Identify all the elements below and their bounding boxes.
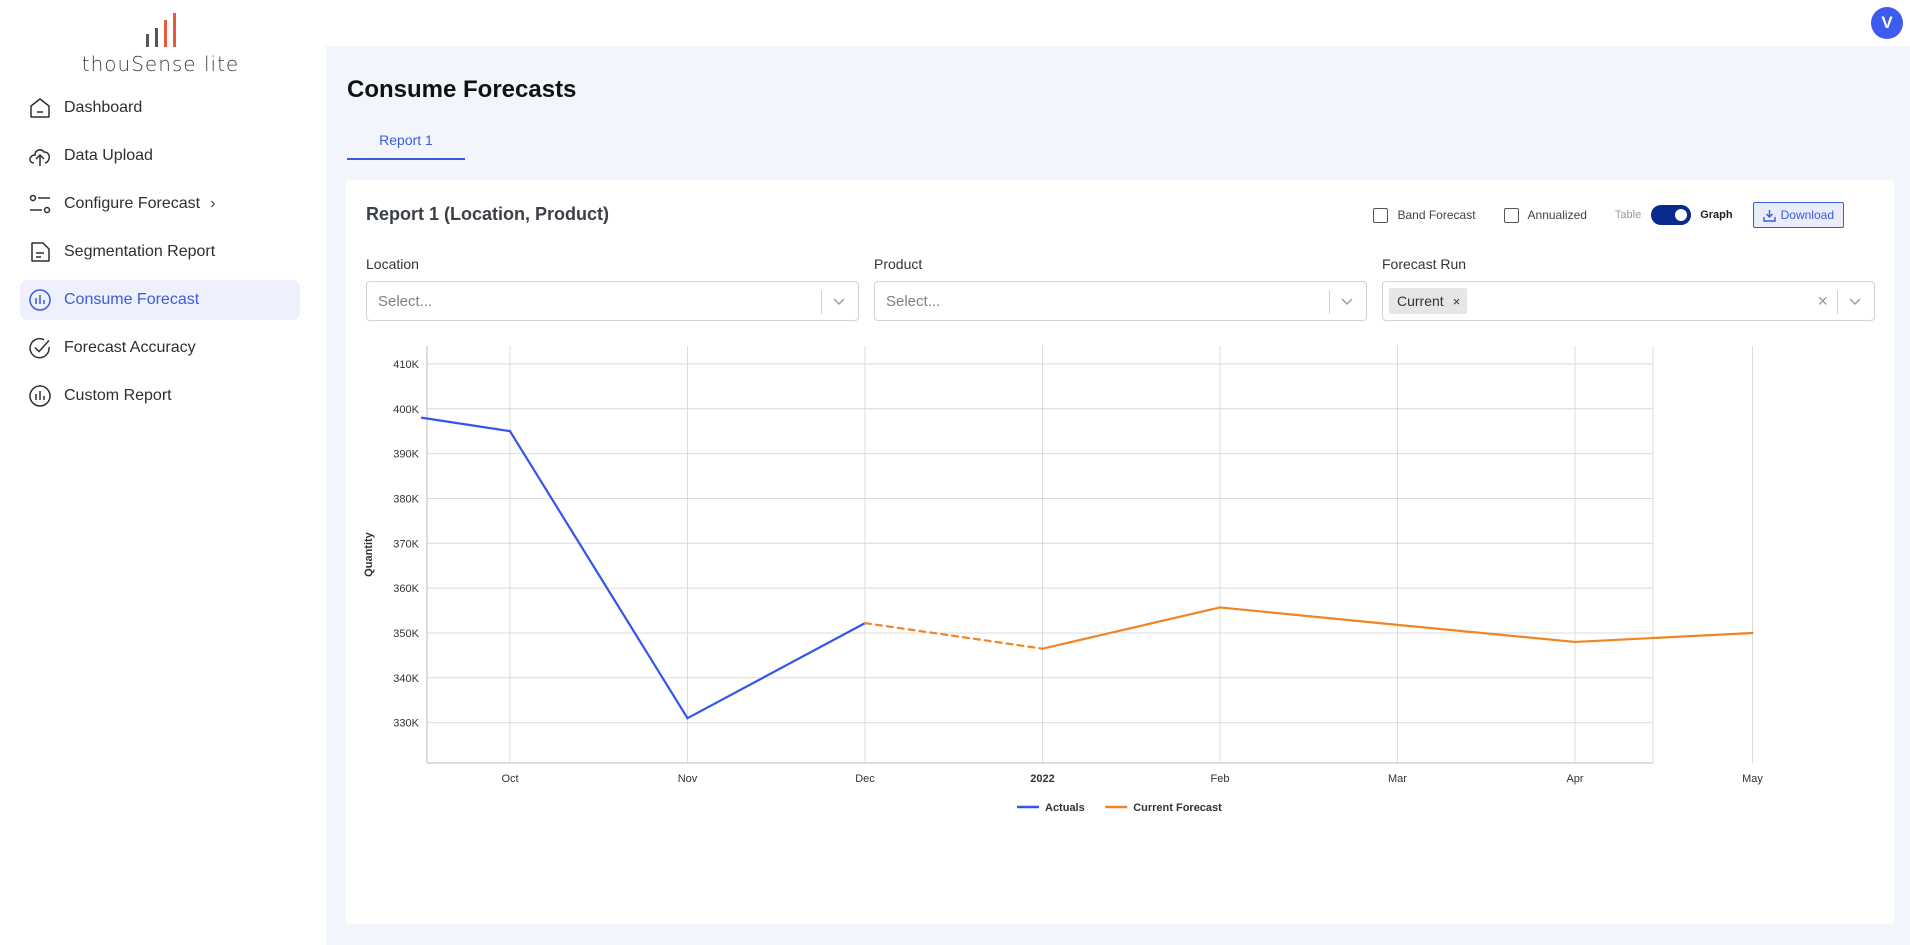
report-controls: Band Forecast Annualized Table Graph (1373, 202, 1844, 228)
sidebar-item-dashboard[interactable]: Dashboard (20, 88, 300, 128)
sidebar-item-label: Configure Forecast (64, 195, 201, 212)
sidebar: thouSense lite Dashboard Data Upload (0, 0, 326, 945)
y-tick-label: 340K (393, 673, 419, 685)
legend-label: Actuals (1045, 802, 1085, 814)
series-segment-current-forecast (1396, 623, 1577, 644)
switch-knob (1675, 209, 1688, 221)
checkbox-box[interactable] (1373, 207, 1389, 223)
logo-bars-icon (146, 13, 176, 47)
band-forecast-checkbox[interactable]: Band Forecast (1373, 207, 1476, 223)
download-button[interactable]: Download (1752, 202, 1844, 228)
x-tick-label: May (1742, 773, 1763, 785)
band-forecast-label: Band Forecast (1397, 208, 1476, 222)
select-separator (821, 290, 822, 314)
location-placeholder: Select... (378, 292, 433, 310)
product-select[interactable]: Select... (874, 281, 1367, 321)
location-filter: Location Select... (366, 256, 859, 321)
selected-chip: Current × (1389, 288, 1468, 314)
sidebar-item-label: Segmentation Report (64, 243, 216, 260)
product-filter: Product Select... (874, 256, 1367, 321)
y-tick-label: 360K (393, 583, 419, 595)
chevron-down-icon[interactable] (832, 294, 846, 308)
sidebar-item-forecast-accuracy[interactable]: Forecast Accuracy (20, 328, 300, 368)
document-icon (26, 238, 54, 266)
annualized-label: Annualized (1527, 208, 1587, 222)
series-segment-current-forecast (1218, 606, 1399, 626)
main-content: Consume Forecasts Report 1 Report 1 (Loc… (326, 46, 1910, 945)
series-segment-actuals (508, 430, 689, 720)
brand-name: thouSense lite (81, 52, 240, 76)
y-tick-label: 400K (393, 404, 419, 416)
annualized-checkbox[interactable]: Annualized (1503, 207, 1587, 223)
settings-sliders-icon (26, 190, 54, 218)
forecast-run-filter: Forecast Run Current × × (1382, 256, 1875, 321)
series-segment-current-forecast (1041, 606, 1222, 650)
sidebar-item-configure-forecast[interactable]: Configure Forecast › (20, 184, 300, 224)
toggle-graph-label: Graph (1700, 209, 1733, 221)
select-separator (1837, 290, 1838, 314)
download-icon (1762, 209, 1776, 222)
check-circle-icon (26, 334, 54, 362)
chevron-right-icon: › (210, 195, 216, 212)
x-tick-label: Dec (855, 773, 875, 785)
sidebar-item-consume-forecast[interactable]: Consume Forecast (20, 280, 300, 320)
chevron-down-icon[interactable] (1848, 294, 1862, 308)
x-tick-label: Oct (501, 773, 518, 785)
chevron-down-icon[interactable] (1340, 294, 1354, 308)
x-tick-label: Apr (1566, 773, 1583, 785)
forecast-run-select[interactable]: Current × × (1382, 281, 1875, 321)
forecast-run-label: Forecast Run (1382, 256, 1467, 272)
y-tick-label: 350K (393, 628, 419, 640)
sidebar-item-segmentation-report[interactable]: Segmentation Report (20, 232, 300, 272)
series-segment-actuals (686, 622, 867, 720)
chip-label: Current (1397, 293, 1444, 309)
series-segment-current-forecast (1573, 631, 1754, 644)
report-card: Report 1 (Location, Product) Band Foreca… (346, 180, 1894, 924)
home-icon (26, 94, 54, 122)
x-tick-label: Feb (1211, 773, 1230, 785)
y-tick-label: 380K (393, 493, 419, 505)
y-tick-label: 410K (393, 359, 419, 371)
y-tick-label: 370K (393, 538, 419, 550)
chip-remove-icon[interactable]: × (1452, 293, 1461, 309)
location-label: Location (366, 256, 419, 272)
sidebar-item-label: Dashboard (64, 99, 143, 116)
tab-report-1[interactable]: Report 1 (347, 126, 465, 160)
bar-chart-circle-icon (26, 286, 54, 314)
toggle-table-label: Table (1614, 209, 1642, 221)
checkbox-box[interactable] (1503, 207, 1519, 223)
y-axis-label: Quantity (363, 531, 375, 576)
download-label: Download (1780, 208, 1834, 222)
report-title: Report 1 (Location, Product) (366, 204, 609, 224)
x-tick-label: 2022 (1030, 773, 1054, 785)
forecast-line-chart: 330K 340K 350K 360K 370K 380K 390K 400K 410K Oct N… (363, 346, 1763, 814)
product-label: Product (874, 256, 923, 272)
series-segment-actuals (420, 416, 512, 433)
brand-logo[interactable]: thouSense lite (78, 12, 243, 82)
sidebar-item-label: Consume Forecast (64, 291, 200, 308)
x-tick-label: Nov (678, 773, 698, 785)
bar-chart-circle-icon (26, 382, 54, 410)
sidebar-nav: Dashboard Data Upload Confi (20, 88, 300, 424)
legend-label: Current Forecast (1133, 802, 1222, 814)
y-tick-label: 330K (393, 718, 419, 730)
sidebar-item-label: Forecast Accuracy (64, 339, 196, 356)
view-toggle: Table Graph (1615, 205, 1733, 225)
sidebar-item-label: Data Upload (64, 147, 153, 164)
x-tick-label: Mar (1388, 773, 1407, 785)
sidebar-item-custom-report[interactable]: Custom Report (20, 376, 300, 416)
sidebar-item-data-upload[interactable]: Data Upload (20, 136, 300, 176)
location-select[interactable]: Select... (366, 281, 859, 321)
y-tick-label: 390K (393, 449, 419, 461)
page-title: Consume Forecasts (347, 76, 577, 103)
table-graph-switch[interactable] (1651, 205, 1692, 225)
user-avatar[interactable]: V (1871, 7, 1903, 39)
series-segment-current-forecast (863, 622, 1044, 650)
product-placeholder: Select... (886, 292, 941, 310)
clear-icon[interactable]: × (1817, 291, 1828, 311)
select-separator (1329, 290, 1330, 314)
upload-cloud-icon (26, 142, 54, 170)
forecast-chart: 330K 340K 350K 360K 370K 380K 390K 400K 410K Oct N… (360, 338, 1880, 918)
sidebar-item-label: Custom Report (64, 387, 172, 404)
